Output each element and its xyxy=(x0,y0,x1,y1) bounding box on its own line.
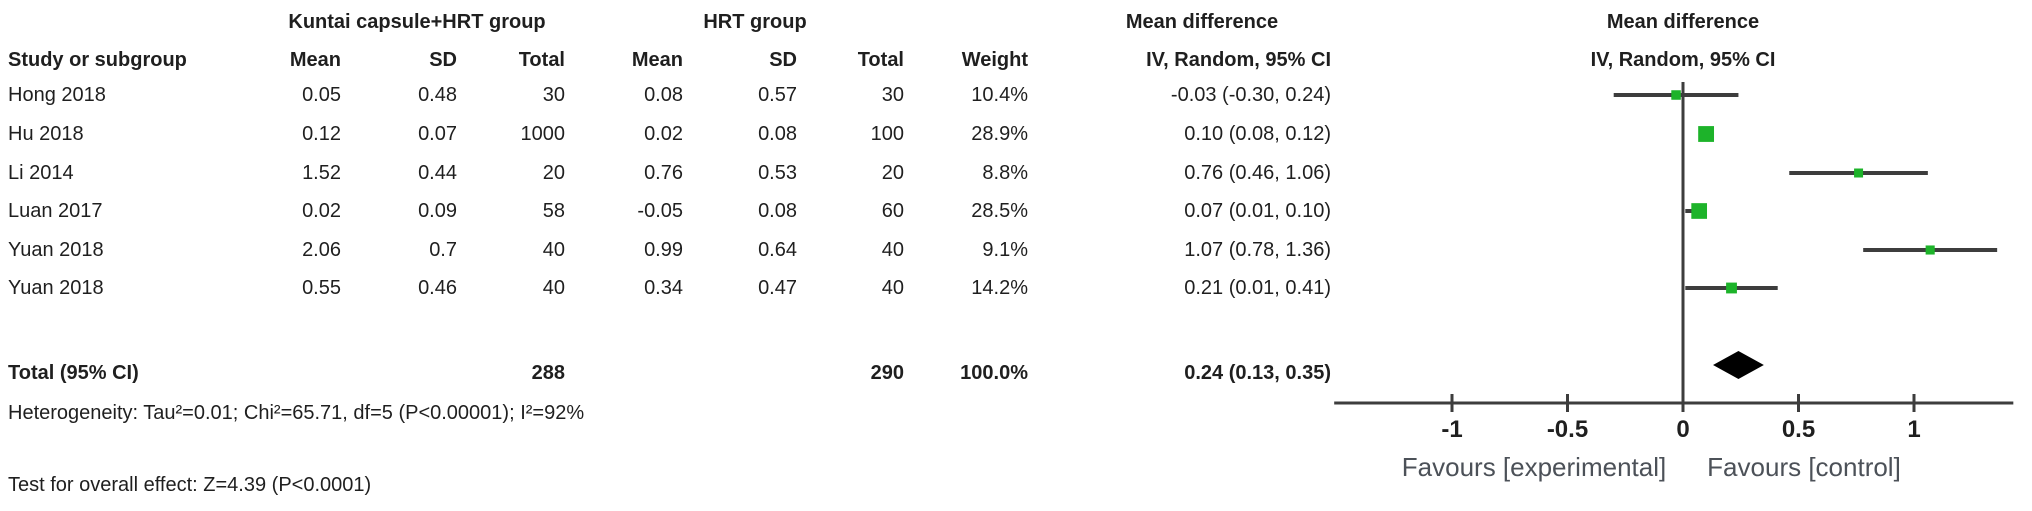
cell-total2: 100 xyxy=(870,123,904,145)
cell-mean2: 0.34 xyxy=(644,277,683,299)
cell-total2: 40 xyxy=(881,277,904,299)
cell-mean2: 0.08 xyxy=(644,84,683,106)
total-n-experimental: 288 xyxy=(531,362,565,384)
col-header-sd2: SD xyxy=(769,49,797,71)
table-row: Yuan 2018 2.06 0.7 40 0.99 0.64 40 9.1% 1.07 (0.… xyxy=(0,237,1340,263)
effect-square xyxy=(1698,126,1715,142)
table-row: Yuan 2018 0.55 0.46 40 0.34 0.47 40 14.2% 0.21 (… xyxy=(0,275,1340,301)
total-diamond xyxy=(1713,351,1764,379)
col-header-mean2: Mean xyxy=(631,49,683,71)
cell-sd2: 0.64 xyxy=(758,239,797,261)
effect-square xyxy=(1691,203,1708,219)
cell-sd1: 0.7 xyxy=(429,239,457,261)
group-header-experimental: Kuntai capsule+HRT group xyxy=(288,11,546,33)
group-header-control: HRT group xyxy=(703,11,807,33)
cell-study: Yuan 2018 xyxy=(8,277,104,299)
cell-mean2: 0.02 xyxy=(644,123,683,145)
cell-sd2: 0.57 xyxy=(758,84,797,106)
cell-weight: 14.2% xyxy=(971,277,1028,299)
cell-ci: 0.07 (0.01, 0.10) xyxy=(1184,200,1331,222)
group-header-mean-difference-plot: Mean difference xyxy=(1606,11,1760,33)
cell-ci: -0.03 (-0.30, 0.24) xyxy=(1170,84,1331,106)
cell-sd2: 0.08 xyxy=(758,200,797,222)
cell-study: Yuan 2018 xyxy=(8,239,104,261)
cell-sd2: 0.53 xyxy=(758,162,797,184)
cell-mean2: 0.76 xyxy=(644,162,683,184)
effect-square xyxy=(1726,282,1737,294)
table-row: Luan 2017 0.02 0.09 58 -0.05 0.08 60 28.5% 0.07 … xyxy=(0,198,1340,224)
cell-mean1: 2.06 xyxy=(302,239,341,261)
col-header-ci: IV, Random, 95% CI xyxy=(1146,49,1331,71)
cell-total2: 30 xyxy=(881,84,904,106)
cell-total1: 58 xyxy=(542,200,565,222)
cell-sd1: 0.09 xyxy=(418,200,457,222)
col-header-sd1: SD xyxy=(429,49,457,71)
cell-total1: 40 xyxy=(542,239,565,261)
cell-total2: 40 xyxy=(881,239,904,261)
cell-sd1: 0.07 xyxy=(418,123,457,145)
col-header-total1: Total xyxy=(518,49,565,71)
x-tick-label: 1 xyxy=(1907,416,1920,443)
table-row: Hong 2018 0.05 0.48 30 0.08 0.57 30 10.4% -0.03 … xyxy=(0,82,1340,108)
cell-total1: 1000 xyxy=(520,123,566,145)
effect-square xyxy=(1671,90,1681,100)
col-header-mean1: Mean xyxy=(289,49,341,71)
cell-mean1: 1.52 xyxy=(302,162,341,184)
cell-mean2: 0.99 xyxy=(644,239,683,261)
cell-mean1: 0.55 xyxy=(302,277,341,299)
cell-study: Luan 2017 xyxy=(8,200,103,222)
cell-sd1: 0.48 xyxy=(418,84,457,106)
effect-square xyxy=(1925,245,1935,255)
table-row: Li 2014 1.52 0.44 20 0.76 0.53 20 8.8% 0.76 (0.4… xyxy=(0,160,1340,186)
cell-weight: 8.8% xyxy=(982,162,1028,184)
total-n-control: 290 xyxy=(870,362,904,384)
total-row: Total (95% CI) 288 290 100.0% 0.24 (0.13… xyxy=(0,360,1340,386)
cell-sd1: 0.44 xyxy=(418,162,457,184)
cell-weight: 9.1% xyxy=(982,239,1028,261)
cell-total2: 60 xyxy=(881,200,904,222)
table-row: Hu 2018 0.12 0.07 1000 0.02 0.08 100 28.9% 0.10 … xyxy=(0,121,1340,147)
cell-mean2: -0.05 xyxy=(637,200,683,222)
col-header-total2: Total xyxy=(857,49,904,71)
column-header-row: Study or subgroup Mean SD Total Mean SD … xyxy=(0,47,1340,73)
cell-total1: 40 xyxy=(542,277,565,299)
cell-sd2: 0.08 xyxy=(758,123,797,145)
favours-experimental-label: Favours [experimental] xyxy=(1401,452,1667,482)
x-tick-label: 0.5 xyxy=(1782,416,1815,443)
total-label: Total (95% CI) xyxy=(8,362,139,384)
total-ci: 0.24 (0.13, 0.35) xyxy=(1184,362,1331,384)
group-header-mean-difference-text: Mean difference xyxy=(1125,11,1279,33)
cell-study: Li 2014 xyxy=(8,162,74,184)
cell-mean1: 0.12 xyxy=(302,123,341,145)
x-tick-label: -1 xyxy=(1441,416,1462,443)
cell-weight: 28.9% xyxy=(971,123,1028,145)
cell-ci: 0.76 (0.46, 1.06) xyxy=(1184,162,1331,184)
cell-total2: 20 xyxy=(881,162,904,184)
total-weight: 100.0% xyxy=(960,362,1028,384)
overall-effect-text: Test for overall effect: Z=4.39 (P<0.000… xyxy=(8,474,372,496)
cell-total1: 30 xyxy=(542,84,565,106)
cell-ci: 0.21 (0.01, 0.41) xyxy=(1184,277,1331,299)
cell-mean1: 0.05 xyxy=(302,84,341,106)
cell-ci: 1.07 (0.78, 1.36) xyxy=(1184,239,1331,261)
cell-ci: 0.10 (0.08, 0.12) xyxy=(1184,123,1331,145)
x-tick-label: -0.5 xyxy=(1547,416,1588,443)
x-tick-label: 0 xyxy=(1676,416,1689,443)
cell-study: Hu 2018 xyxy=(8,123,84,145)
effect-square xyxy=(1854,168,1864,178)
heterogeneity-text: Heterogeneity: Tau²=0.01; Chi²=65.71, df… xyxy=(8,402,585,424)
cell-mean1: 0.02 xyxy=(302,200,341,222)
cell-weight: 10.4% xyxy=(971,84,1028,106)
cell-total1: 20 xyxy=(542,162,565,184)
cell-weight: 28.5% xyxy=(971,200,1028,222)
cell-study: Hong 2018 xyxy=(8,84,106,106)
col-header-study: Study or subgroup xyxy=(8,49,187,71)
cell-sd1: 0.46 xyxy=(418,277,457,299)
cell-sd2: 0.47 xyxy=(758,277,797,299)
col-header-weight: Weight xyxy=(961,49,1028,71)
col-header-ci-plot: IV, Random, 95% CI xyxy=(1590,49,1776,71)
favours-control-label: Favours [control] xyxy=(1707,452,1901,482)
